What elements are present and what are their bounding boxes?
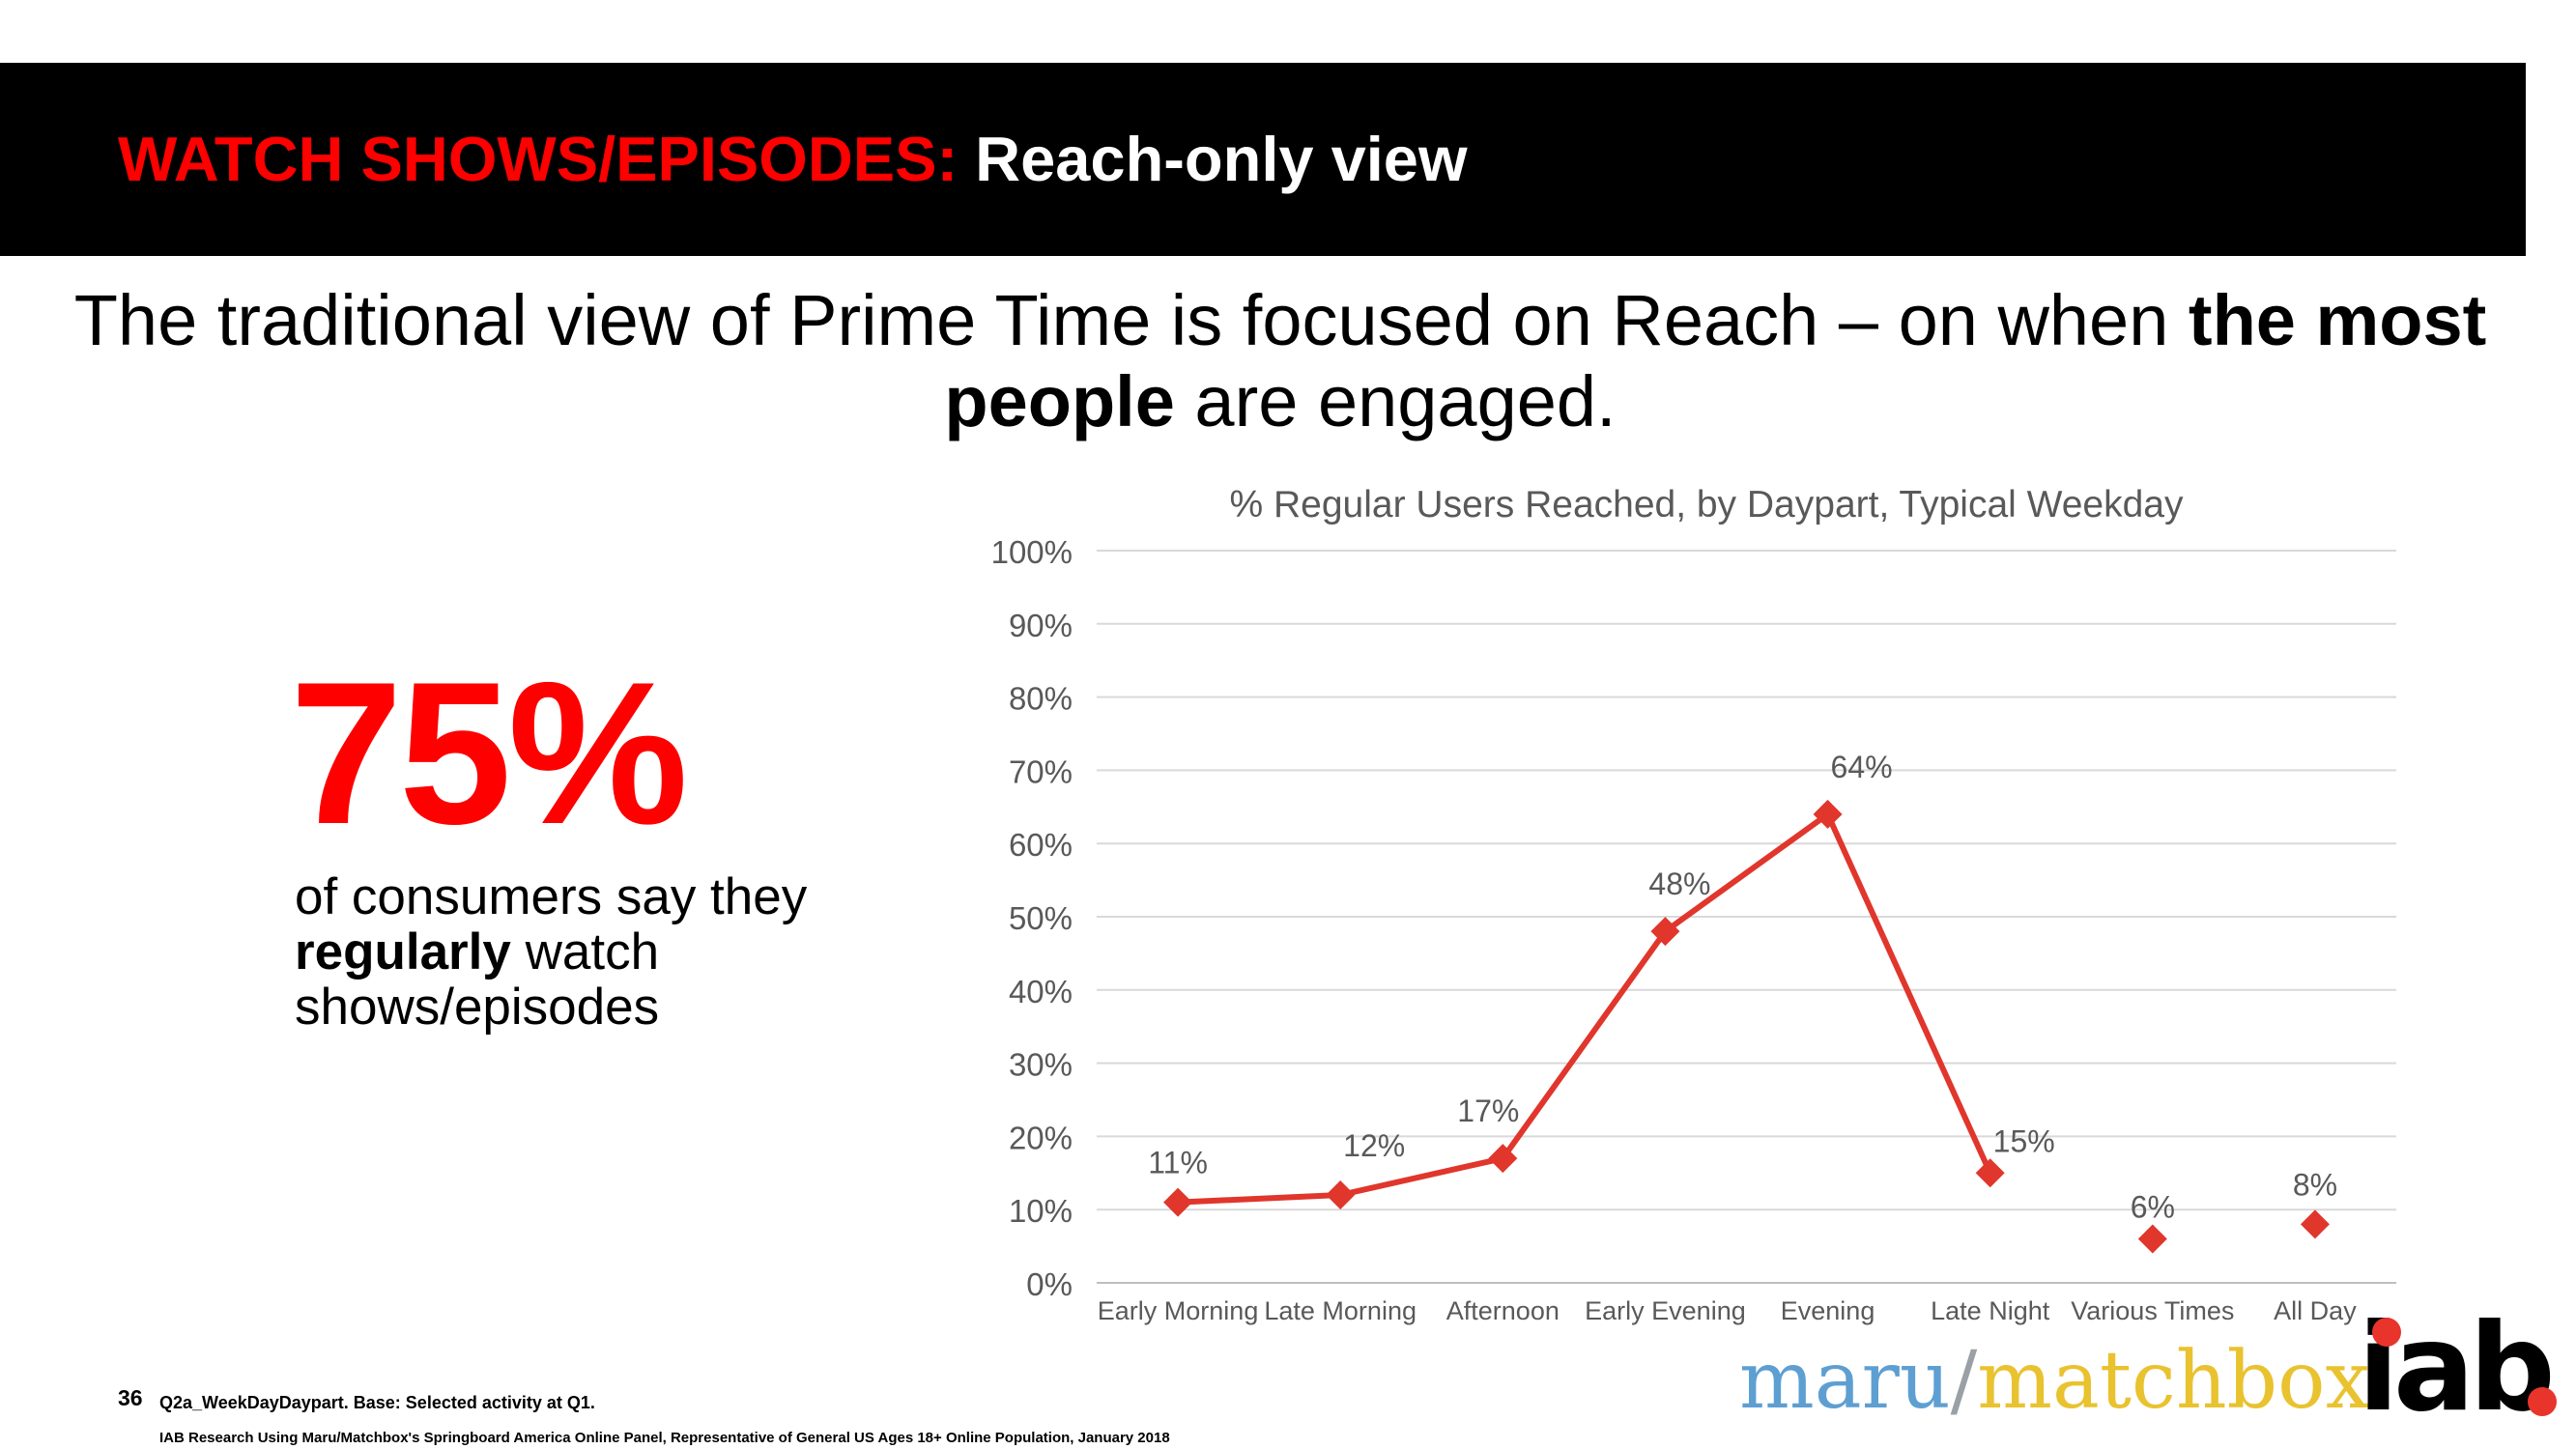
- stat-desc-bold: regularly: [295, 923, 511, 980]
- data-label: 64%: [1831, 750, 1893, 784]
- series-line: [1177, 810, 1993, 1206]
- slide-title: WATCH SHOWS/EPISODES: Reach-only view: [118, 63, 1468, 256]
- x-tick-label: Various Times: [2071, 1296, 2234, 1325]
- data-label: 17%: [1457, 1094, 1519, 1128]
- data-point-marker: [1650, 917, 1680, 947]
- y-tick-label: 40%: [1009, 974, 1073, 1009]
- x-tick-label: Late Night: [1931, 1296, 2050, 1325]
- stat-desc-part1: of consumers say they: [295, 868, 808, 925]
- data-point-marker: [1488, 1144, 1518, 1174]
- y-tick-label: 60%: [1009, 827, 1073, 863]
- iab-logo-dot-i: [2372, 1318, 2401, 1347]
- y-tick-label: 50%: [1009, 900, 1073, 936]
- logo-matchbox-text: matchbox: [1977, 1335, 2370, 1427]
- x-tick-label: Afternoon: [1446, 1296, 1560, 1325]
- logo-maru-text: maru: [1739, 1335, 1951, 1427]
- slide-title-red: WATCH SHOWS/EPISODES:: [118, 124, 959, 194]
- chart-title: % Regular Users Reached, by Daypart, Typ…: [1229, 484, 2184, 526]
- y-tick-label: 90%: [1009, 608, 1073, 643]
- x-tick-label: Late Morning: [1264, 1296, 1417, 1325]
- headline-bold: the most people: [944, 280, 2487, 441]
- footnote-source: IAB Research Using Maru/Matchbox's Sprin…: [159, 1430, 1170, 1446]
- headline-part1: The traditional view of Prime Time is fo…: [73, 280, 2189, 360]
- y-tick-label: 0%: [1026, 1266, 1073, 1302]
- stat-desc-part2: watch shows/episodes: [295, 923, 660, 1036]
- headline-part2: are engaged.: [1174, 361, 1617, 441]
- x-tick-label: All Day: [2274, 1296, 2357, 1325]
- data-label: 8%: [2293, 1167, 2337, 1202]
- data-point-marker: [1326, 1180, 1356, 1210]
- slide-title-white: Reach-only view: [958, 124, 1468, 194]
- data-label: 15%: [1993, 1123, 2055, 1158]
- x-tick-label: Evening: [1781, 1296, 1875, 1325]
- data-label: 48%: [1648, 867, 1710, 901]
- y-tick-label: 10%: [1009, 1193, 1073, 1229]
- data-point-marker: [2300, 1209, 2330, 1239]
- page-number: 36: [118, 1385, 143, 1410]
- big-stat-value: 75%: [290, 639, 688, 867]
- y-tick-label: 100%: [991, 534, 1073, 570]
- iab-logo-dot: [2528, 1387, 2557, 1416]
- header-bar: WATCH SHOWS/EPISODES: Reach-only view: [0, 63, 2526, 256]
- data-label: 12%: [1343, 1128, 1405, 1163]
- headline: The traditional view of Prime Time is fo…: [58, 280, 2503, 442]
- y-tick-label: 20%: [1009, 1120, 1073, 1155]
- x-tick-label: Early Morning: [1098, 1296, 1259, 1325]
- data-point-marker: [1813, 799, 1843, 829]
- y-tick-label: 70%: [1009, 753, 1073, 789]
- footnote-question: Q2a_WeekDayDaypart. Base: Selected activ…: [159, 1393, 595, 1412]
- maru-matchbox-logo: maru/matchbox: [1739, 1333, 2370, 1430]
- y-tick-label: 30%: [1009, 1047, 1073, 1083]
- data-point-marker: [1163, 1187, 1193, 1217]
- data-point-marker: [1975, 1158, 2005, 1188]
- data-label: 6%: [2131, 1190, 2175, 1225]
- data-point-marker: [2137, 1224, 2167, 1254]
- stat-description: of consumers say they regularly watch sh…: [295, 869, 971, 1035]
- data-label: 11%: [1148, 1146, 1208, 1180]
- x-tick-label: Early Evening: [1585, 1296, 1746, 1325]
- logo-slash: /: [1950, 1335, 1978, 1427]
- y-tick-label: 80%: [1009, 681, 1073, 717]
